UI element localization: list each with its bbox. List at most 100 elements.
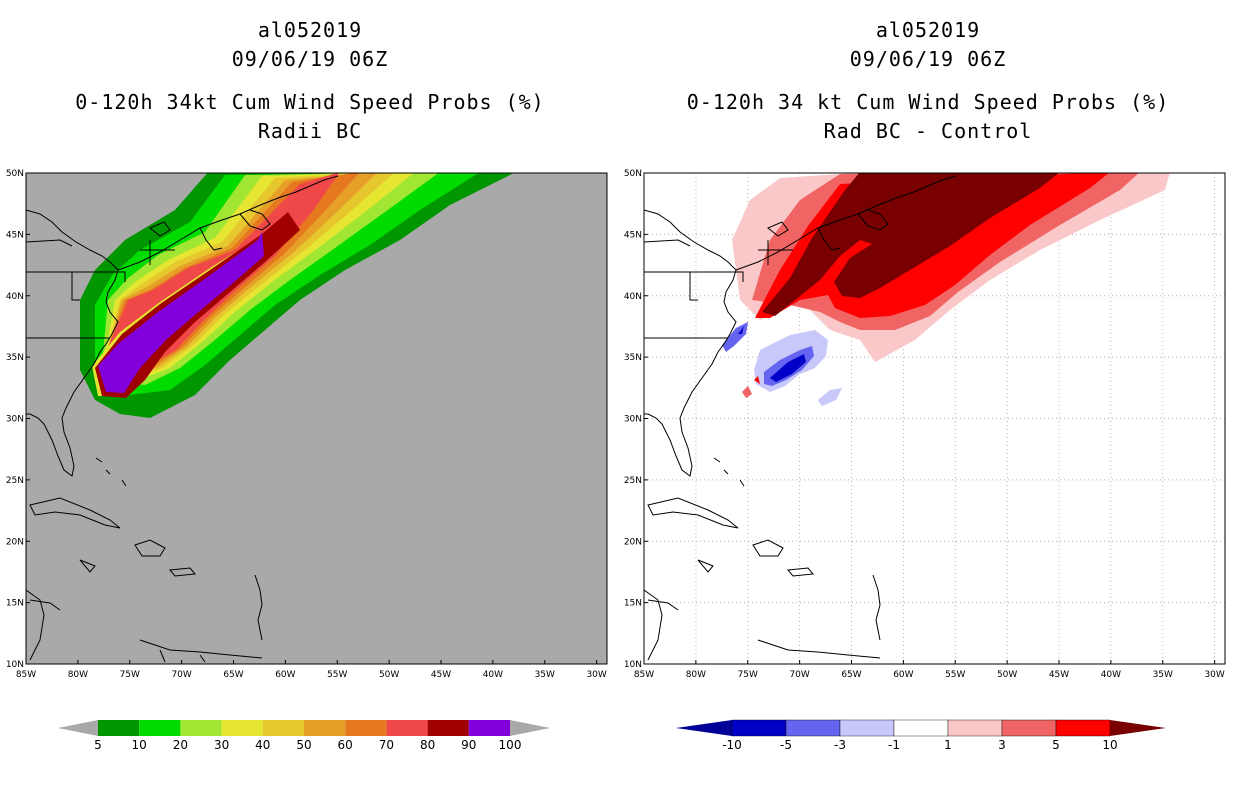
- left-map: 85W 80W 75W 70W 65W 60W 55W 50W 45W 40W 35W 30W 50N…: [6, 169, 608, 680]
- diff-pos-small-2: [754, 376, 760, 384]
- left-lon-tick-label: 45W: [431, 670, 451, 680]
- left-colorbar-swatch: [386, 720, 428, 736]
- left-colorbar-label: 20: [173, 738, 188, 752]
- right-lon-ticks: 85W 80W 75W 70W 65W 60W 55W 50W 45W 40W 35W 30W: [634, 660, 1225, 680]
- left-lat-tick-label: 10N: [6, 660, 24, 670]
- diff-neg-band-5-10: [770, 354, 806, 382]
- left-colorbar-swatch: [427, 720, 469, 736]
- left-colorbar-swatch: [262, 720, 304, 736]
- left-colorbar-label: 30: [214, 738, 229, 752]
- left-lon-tick-label: 80W: [68, 670, 88, 680]
- right-colorbar-swatch: [731, 719, 787, 737]
- left-lon-tick-label: 30W: [586, 670, 606, 680]
- right-colorbar-high-arrow: [1110, 720, 1166, 736]
- left-lon-tick-label: 75W: [120, 670, 140, 680]
- right-lon-tick-label: 30W: [1204, 670, 1224, 680]
- diff-pos-small-1: [742, 386, 752, 398]
- right-colorbar-swatch: [785, 719, 841, 737]
- left-colorbar-swatch: [304, 720, 346, 736]
- right-colorbar-label: -5: [780, 738, 792, 752]
- right-map: 85W 80W 75W 70W 65W 60W 55W 50W 45W 40W 35W 30W 50N…: [624, 169, 1226, 680]
- right-colorbar-low-arrow: [676, 720, 732, 736]
- left-colorbar-label: 100: [499, 738, 522, 752]
- right-lat-tick-label: 45N: [624, 230, 642, 240]
- left-colorbar-swatch: [221, 720, 263, 736]
- left-colorbar-swatch: [345, 720, 387, 736]
- left-title-subtitle: Radii BC: [257, 119, 363, 143]
- right-lat-tick-label: 15N: [624, 599, 642, 609]
- right-lon-tick-label: 35W: [1153, 670, 1173, 680]
- left-prob-field: [80, 173, 514, 418]
- right-lat-tick-label: 35N: [624, 353, 642, 363]
- left-colorbar-low-arrow: [58, 720, 98, 736]
- right-coastlines: [644, 175, 957, 661]
- diff-band-gt10: [762, 173, 1059, 316]
- left-lat-tick-label: 30N: [6, 415, 24, 425]
- prob-band-100: [98, 232, 264, 393]
- right-title-block: al052019 09/06/19 06Z 0-120h 34 kt Cum W…: [628, 16, 1228, 146]
- left-colorbar-label: 80: [420, 738, 435, 752]
- right-colorbar-swatch: [839, 719, 895, 737]
- left-colorbar-label: 10: [132, 738, 147, 752]
- left-lon-tick-label: 40W: [483, 670, 503, 680]
- right-lon-tick-label: 85W: [634, 670, 654, 680]
- diff-neg-small-1: [818, 388, 842, 406]
- right-lon-tick-label: 75W: [738, 670, 758, 680]
- left-lon-tick-label: 50W: [379, 670, 399, 680]
- right-lat-ticks: 50N 45N 40N 35N 30N 25N 20N 15N 10N: [624, 169, 648, 670]
- left-colorbar-label: 70: [379, 738, 394, 752]
- left-colorbar-high-arrow: [510, 720, 550, 736]
- right-lon-tick-label: 55W: [945, 670, 965, 680]
- right-lon-tick-label: 80W: [686, 670, 706, 680]
- right-colorbar-label: -3: [834, 738, 846, 752]
- right-lon-tick-label: 50W: [997, 670, 1017, 680]
- right-colorbar: -10 -5 -3 -1 1 3 5 10: [676, 719, 1166, 752]
- left-lon-tick-label: 70W: [171, 670, 191, 680]
- left-lat-tick-label: 15N: [6, 599, 24, 609]
- right-lon-tick-label: 40W: [1101, 670, 1121, 680]
- right-colorbar-swatch: [893, 719, 949, 737]
- left-lon-tick-label: 65W: [223, 670, 243, 680]
- right-lat-tick-label: 10N: [624, 660, 642, 670]
- right-lat-tick-label: 20N: [624, 537, 642, 547]
- right-lat-tick-label: 40N: [624, 292, 642, 302]
- left-colorbar: 5 10 20 30 40 50 60 70 80 90 100: [58, 720, 550, 752]
- right-colorbar-swatch: [1001, 719, 1057, 737]
- right-colorbar-label: 1: [944, 738, 952, 752]
- right-colorbar-label: -10: [722, 738, 742, 752]
- left-title-product: 0-120h 34kt Cum Wind Speed Probs (%): [75, 90, 545, 114]
- right-colorbar-swatch: [1055, 719, 1111, 737]
- right-lat-tick-label: 25N: [624, 476, 642, 486]
- right-title-storm-id: al052019: [875, 18, 981, 42]
- left-colorbar-label: 40: [255, 738, 270, 752]
- left-lon-tick-label: 85W: [16, 670, 36, 680]
- left-title-datetime: 09/06/19 06Z: [231, 47, 389, 71]
- right-colorbar-swatch: [947, 719, 1003, 737]
- right-lon-tick-label: 45W: [1049, 670, 1069, 680]
- left-lat-ticks: 50N 45N 40N 35N 30N 25N 20N 15N 10N: [6, 169, 30, 670]
- right-colorbar-label: -1: [888, 738, 900, 752]
- left-lat-tick-label: 20N: [6, 537, 24, 547]
- right-colorbar-label: 5: [1052, 738, 1060, 752]
- left-title-block: al052019 09/06/19 06Z 0-120h 34kt Cum Wi…: [10, 16, 610, 146]
- left-lon-tick-label: 35W: [535, 670, 555, 680]
- right-title-datetime: 09/06/19 06Z: [849, 47, 1007, 71]
- right-title-subtitle: Rad BC - Control: [823, 119, 1033, 143]
- left-lat-tick-label: 45N: [6, 230, 24, 240]
- left-lon-tick-label: 60W: [275, 670, 295, 680]
- left-colorbar-swatch: [98, 720, 140, 736]
- right-diff-field: [722, 173, 1170, 406]
- left-colorbar-swatch: [180, 720, 222, 736]
- right-colorbar-label: 3: [998, 738, 1006, 752]
- left-lat-tick-label: 25N: [6, 476, 24, 486]
- right-lon-tick-label: 60W: [893, 670, 913, 680]
- left-coastlines: [26, 175, 339, 663]
- left-colorbar-label: 90: [461, 738, 476, 752]
- right-lat-tick-label: 30N: [624, 415, 642, 425]
- left-colorbar-label: 50: [296, 738, 311, 752]
- right-lat-tick-label: 50N: [624, 169, 642, 179]
- left-lat-tick-label: 35N: [6, 353, 24, 363]
- right-lon-tick-label: 65W: [841, 670, 861, 680]
- left-lat-tick-label: 40N: [6, 292, 24, 302]
